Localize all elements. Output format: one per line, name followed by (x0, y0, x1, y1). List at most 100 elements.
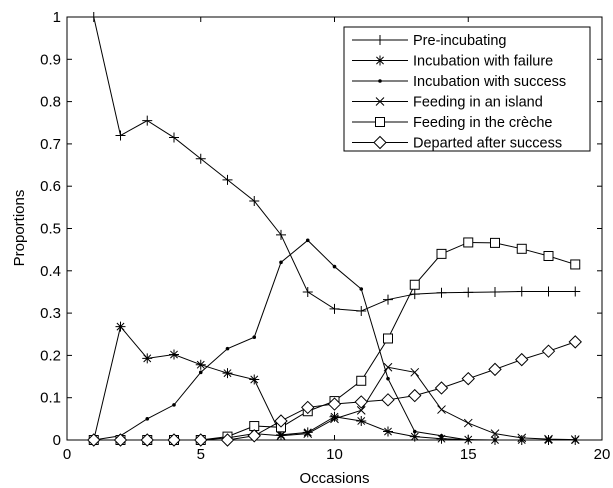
y-tick-label: 0 (53, 432, 61, 449)
data-point-incubation-with-success (252, 335, 257, 340)
data-point-feeding-in-an-island (517, 433, 527, 443)
data-point-incubation-with-failure (249, 374, 260, 385)
data-point-pre-incubating (383, 294, 393, 305)
data-point-incubation-with-failure (115, 321, 126, 332)
data-point-departed-after-success (515, 352, 529, 367)
data-point-feeding-in-the-cr-che (463, 237, 474, 248)
y-tick-label: 1 (53, 9, 61, 26)
series-markers (87, 12, 582, 447)
data-point-feeding-in-the-cr-che (543, 250, 554, 261)
legend-label-departed-after-success: Departed after success (413, 136, 562, 152)
data-point-feeding-in-an-island (437, 405, 446, 414)
data-point-incubation-with-failure (356, 415, 367, 426)
data-point-pre-incubating (516, 286, 527, 297)
y-tick-label: 0.6 (40, 178, 61, 195)
data-point-pre-incubating (88, 12, 99, 22)
data-point-departed-after-success (354, 395, 368, 409)
legend-label-feeding-in-the-cr-che: Feeding in the crèche (413, 115, 552, 131)
x-tick-label: 15 (460, 446, 477, 463)
data-point-pre-incubating (169, 132, 179, 143)
data-point-departed-after-success (140, 433, 154, 447)
data-point-departed-after-success (113, 433, 128, 447)
x-tick-label: 5 (197, 446, 205, 463)
x-tick-label: 10 (326, 446, 343, 463)
data-point-departed-after-success (247, 429, 261, 443)
data-point-feeding-in-an-island (410, 367, 420, 377)
data-point-feeding-in-an-island (544, 434, 553, 444)
data-point-feeding-in-the-cr-che (490, 237, 500, 248)
legend-marker-incubation-with-success (378, 79, 382, 83)
data-point-pre-incubating (276, 229, 286, 240)
axis-ticks: 0 5 10 15 20 0 0.1 0.2 0.3 0.4 0.5 0.6 0.7 0.8 0.9 1 (40, 9, 610, 463)
data-point-incubation-with-success (172, 403, 176, 407)
data-point-incubation-with-failure (169, 349, 179, 360)
y-tick-label: 0.5 (40, 221, 61, 238)
data-point-incubation-with-failure (222, 368, 233, 379)
data-point-incubation-with-success (145, 417, 150, 421)
data-point-feeding-in-an-island (570, 435, 580, 444)
y-tick-label: 0.8 (40, 94, 61, 111)
y-tick-label: 0.7 (40, 136, 61, 153)
data-point-incubation-with-success (412, 429, 417, 434)
data-point-departed-after-success (220, 433, 235, 447)
data-point-incubation-with-failure (302, 427, 313, 438)
legend-label-pre-incubating: Pre-incubating (413, 33, 507, 49)
data-point-pre-incubating (302, 286, 313, 297)
data-point-departed-after-success (381, 393, 395, 407)
legend-box (343, 26, 591, 152)
data-point-incubation-with-failure (329, 411, 340, 422)
x-tick-label: 0 (63, 446, 71, 463)
data-point-feeding-in-an-island (303, 429, 313, 439)
data-point-departed-after-success (301, 400, 315, 415)
data-point-departed-after-success (87, 433, 101, 447)
data-point-incubation-with-failure (142, 353, 153, 364)
data-point-incubation-with-failure (276, 429, 286, 440)
data-point-feeding-in-the-cr-che (570, 259, 581, 270)
data-point-departed-after-success (541, 344, 556, 358)
data-point-departed-after-success (274, 414, 288, 428)
data-point-incubation-with-success (386, 376, 390, 381)
data-point-incubation-with-success (279, 260, 283, 265)
data-point-departed-after-success (167, 433, 181, 447)
data-point-feeding-in-an-island (330, 414, 339, 424)
y-tick-label: 0.1 (40, 390, 61, 407)
legend-marker-incubation-with-failure (375, 55, 385, 66)
data-point-feeding-in-the-cr-che (409, 279, 420, 290)
data-point-departed-after-success (408, 388, 422, 403)
data-point-incubation-with-success (546, 438, 551, 442)
data-point-feeding-in-an-island (463, 418, 473, 428)
data-point-pre-incubating (329, 303, 340, 314)
data-point-departed-after-success (434, 381, 449, 395)
data-point-pre-incubating (436, 287, 447, 298)
data-point-departed-after-success (488, 362, 502, 377)
data-point-incubation-with-success (332, 264, 337, 269)
data-point-feeding-in-the-cr-che (436, 248, 447, 259)
legend-label-incubation-with-success: Incubation with success (413, 74, 566, 90)
data-point-pre-incubating (543, 286, 554, 297)
data-point-pre-incubating (115, 130, 126, 141)
data-point-incubation-with-success (466, 438, 471, 442)
data-point-incubation-with-success (493, 438, 497, 442)
legend-marker-feeding-in-the-cr-che (375, 117, 385, 127)
data-point-incubation-with-success (198, 370, 203, 375)
data-point-feeding-in-an-island (490, 429, 500, 439)
data-point-feeding-in-an-island (383, 362, 393, 372)
data-point-feeding-in-the-cr-che (356, 375, 367, 386)
data-point-pre-incubating (463, 287, 474, 298)
y-tick-label: 0.2 (40, 347, 61, 364)
y-tick-label: 0.9 (40, 51, 61, 68)
data-point-feeding-in-the-cr-che (383, 333, 393, 344)
y-tick-label: 0.4 (40, 263, 61, 280)
data-point-departed-after-success (568, 335, 582, 349)
y-tick-label: 0.3 (40, 305, 61, 322)
data-point-pre-incubating (249, 196, 260, 207)
data-point-departed-after-success (327, 397, 342, 411)
data-point-incubation-with-success (305, 238, 310, 243)
data-point-departed-after-success (461, 371, 475, 386)
data-point-incubation-with-failure (409, 431, 420, 442)
x-tick-label: 20 (594, 446, 611, 463)
data-point-feeding-in-an-island (356, 406, 366, 415)
data-point-pre-incubating (222, 174, 233, 185)
data-point-incubation-with-failure (436, 433, 447, 444)
